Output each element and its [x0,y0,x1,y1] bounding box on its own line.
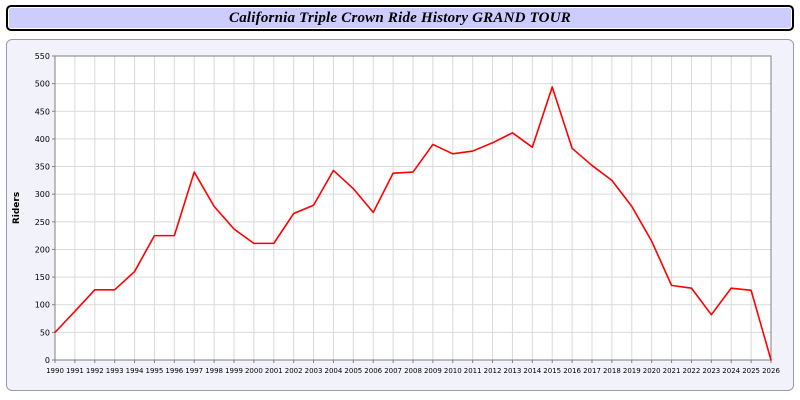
chart-panel: 0 50 100 150 200 250 300 350 400 450 500 550 1990 199… [6,39,794,391]
svg-text:2004: 2004 [325,367,343,375]
chart-title: California Triple Crown Ride History GRA… [229,9,571,26]
svg-text:450: 450 [35,107,50,116]
svg-text:1997: 1997 [185,367,203,375]
riders-series-line [54,86,772,361]
svg-text:2013: 2013 [504,367,522,375]
svg-text:2021: 2021 [663,367,681,375]
svg-text:550: 550 [35,52,50,61]
svg-text:200: 200 [35,245,50,254]
svg-text:100: 100 [35,301,50,310]
svg-text:2026: 2026 [762,367,780,375]
svg-text:50: 50 [40,328,50,337]
svg-text:250: 250 [35,218,50,227]
svg-text:1991: 1991 [66,367,84,375]
svg-text:Riders: Riders [12,192,22,224]
svg-text:2016: 2016 [563,367,581,375]
svg-text:400: 400 [35,135,50,144]
svg-text:350: 350 [35,163,50,172]
svg-text:2012: 2012 [484,367,502,375]
svg-text:1993: 1993 [106,367,124,375]
svg-text:1995: 1995 [146,367,164,375]
svg-text:2000: 2000 [245,367,263,375]
svg-text:2018: 2018 [603,367,621,375]
svg-text:2022: 2022 [683,367,701,375]
svg-text:2024: 2024 [722,367,740,375]
svg-text:2005: 2005 [344,367,362,375]
svg-text:1990: 1990 [46,367,64,375]
svg-text:0: 0 [45,356,50,365]
chart-title-bar: California Triple Crown Ride History GRA… [6,5,794,31]
svg-text:1999: 1999 [225,367,243,375]
svg-text:2001: 2001 [265,367,283,375]
svg-text:2008: 2008 [404,367,422,375]
svg-text:2007: 2007 [384,367,402,375]
svg-text:2003: 2003 [305,367,323,375]
svg-text:2011: 2011 [464,367,482,375]
svg-text:2009: 2009 [424,367,442,375]
svg-text:1996: 1996 [165,367,183,375]
svg-text:2020: 2020 [643,367,661,375]
svg-text:500: 500 [35,80,50,89]
svg-text:1994: 1994 [126,367,144,375]
svg-text:2014: 2014 [523,367,541,375]
svg-text:2023: 2023 [702,367,720,375]
svg-text:2015: 2015 [543,367,561,375]
svg-text:2006: 2006 [364,367,382,375]
svg-text:2017: 2017 [583,367,601,375]
svg-text:2010: 2010 [444,367,462,375]
svg-text:300: 300 [35,190,50,199]
svg-text:1992: 1992 [86,367,104,375]
svg-text:1998: 1998 [205,367,223,375]
svg-text:2019: 2019 [623,367,641,375]
svg-text:2025: 2025 [742,367,760,375]
svg-text:150: 150 [35,273,50,282]
svg-text:2002: 2002 [285,367,303,375]
